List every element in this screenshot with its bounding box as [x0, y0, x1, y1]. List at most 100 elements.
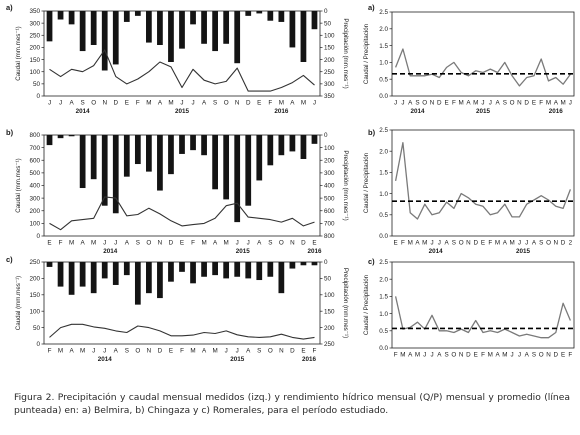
y-tick-label: 1.5	[379, 43, 388, 50]
x-tick-label: A	[114, 348, 119, 355]
x-tick-label: D	[466, 352, 471, 359]
x-tick-label: F	[59, 240, 63, 247]
x-tick-label: J	[225, 348, 228, 355]
y-tick-label: 50	[33, 325, 41, 332]
x-tick-label: E	[561, 352, 565, 359]
precipitation-bar	[123, 262, 130, 276]
x-tick-label: A	[81, 240, 86, 247]
x-tick-label: F	[268, 100, 272, 107]
x-tick-label: J	[481, 100, 484, 107]
x-tick-label: S	[81, 100, 85, 107]
precipitation-bar	[190, 135, 196, 151]
precipitation-bar	[311, 135, 318, 144]
y-tick-label: 1.0	[379, 60, 388, 67]
precipitation-bar	[245, 11, 252, 16]
x-tick-label: J	[430, 352, 433, 359]
precipitation-bar	[223, 262, 230, 279]
precipitation-bar	[245, 135, 252, 206]
ratio-line	[394, 296, 571, 339]
y-tick-label: 1.0	[379, 191, 388, 198]
x-tick-label: J	[236, 240, 239, 247]
y2-tick-label: 300	[324, 81, 335, 88]
x-tick-label: 2	[569, 240, 573, 247]
y2-tick-label: 100	[324, 145, 335, 152]
y-tick-label: 2.0	[379, 148, 388, 155]
x-tick-label: J	[394, 100, 397, 107]
x-tick-label: J	[180, 100, 183, 107]
x-tick-label: S	[136, 240, 140, 247]
precipitation-bar	[146, 262, 152, 294]
y-tick-label: 2.5	[379, 259, 388, 266]
precipitation-bar	[90, 11, 97, 45]
x-tick-label: A	[444, 240, 449, 247]
y-tick-label: 2.5	[379, 9, 388, 16]
x-tick-label: E	[444, 100, 448, 107]
y-tick-label: 100	[29, 308, 40, 315]
precipitation-bar	[190, 11, 196, 25]
ratio-line	[394, 142, 572, 220]
panel-b-right: b) 0.0 0.5 1.0 1.5 2.0 2.5 Caudal / Precipitaci…	[363, 127, 575, 255]
y-tick-label: 400	[29, 183, 40, 190]
x-tick-label: J	[236, 348, 239, 355]
x-tick-label: J	[247, 240, 250, 247]
x-tick-label: A	[290, 100, 295, 107]
x-tick-label: J	[92, 348, 95, 355]
x-tick-label: O	[459, 240, 464, 247]
precipitation-bar	[267, 262, 274, 277]
x-tick-label: M	[408, 240, 413, 247]
x-tick-label: E	[180, 240, 184, 247]
x-tick-label: A	[158, 100, 163, 107]
y-tick-label: 0.5	[379, 76, 388, 83]
x-tick-label: J	[423, 352, 426, 359]
y-tick-label: 300	[29, 195, 40, 202]
x-tick-label: J	[430, 240, 433, 247]
x-tick-label: M	[502, 352, 507, 359]
y2-tick-label: 700	[324, 221, 335, 228]
y2-tick-label: 350	[324, 93, 335, 100]
y-tick-label: 0.0	[379, 345, 388, 352]
x-tick-label: M	[58, 348, 63, 355]
y-tick-label: 50	[33, 81, 41, 88]
x-tick-label: E	[481, 240, 485, 247]
x-tick-label: M	[168, 100, 173, 107]
x-tick-label: F	[191, 240, 195, 247]
x-tick-label: F	[394, 352, 398, 359]
precipitation-bar	[234, 11, 241, 64]
panel-label: a)	[6, 3, 13, 12]
precipitation-bar	[57, 135, 64, 139]
x-tick-label: O	[422, 100, 427, 107]
precipitation-bar	[146, 135, 152, 172]
x-tick-label: J	[518, 240, 521, 247]
precipitation-bar	[245, 262, 252, 279]
y-tick-label: 200	[29, 208, 40, 215]
precipitation-bar	[201, 135, 207, 156]
y-tick-label: 150	[29, 57, 40, 64]
y2-tick-label: 300	[324, 170, 335, 177]
y-tick-label: 0.0	[379, 233, 388, 240]
y-tick-label: 350	[29, 8, 40, 15]
y-tick-label: 2.0	[379, 26, 388, 33]
x-tick-label: A	[202, 348, 207, 355]
x-tick-label: E	[47, 240, 51, 247]
y2-axis-label: Precipitación (mm.mes⁻¹)	[342, 150, 349, 220]
x-tick-label: A	[125, 240, 130, 247]
x-tick-label: A	[525, 352, 530, 359]
precipitation-bar	[57, 262, 64, 287]
x-tick-label: S	[452, 240, 456, 247]
precipitation-bar	[289, 135, 296, 152]
y2-tick-label: 200	[324, 57, 335, 64]
x-tick-label: F	[488, 240, 492, 247]
plot-frame	[391, 129, 575, 237]
y-axis-label: Caudal / Precipitación	[363, 152, 370, 213]
year-label: 2014	[103, 248, 118, 255]
precipitation-bar	[79, 262, 86, 287]
precipitation-bar	[267, 11, 274, 21]
x-tick-label: E	[125, 100, 129, 107]
precipitation-bar	[234, 262, 241, 277]
x-tick-label: D	[158, 348, 163, 355]
precipitation-bar	[57, 11, 64, 20]
precipitation-bar	[212, 11, 218, 52]
x-tick-label: J	[114, 240, 117, 247]
x-tick-label: M	[80, 348, 85, 355]
precipitation-bar	[168, 11, 174, 62]
